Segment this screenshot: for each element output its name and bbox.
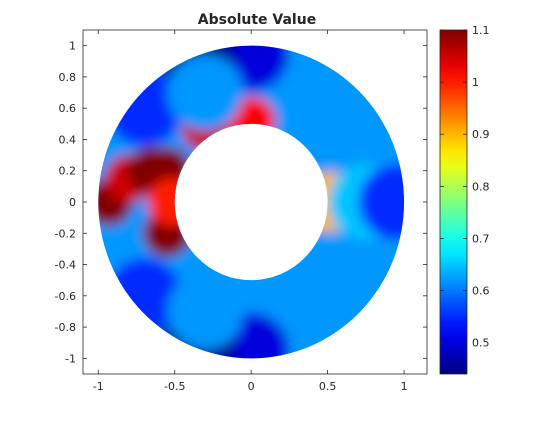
colorbar-tick-label: 1 <box>472 76 479 89</box>
y-tick-label: 0.4 <box>59 133 77 146</box>
field-sample <box>167 54 244 131</box>
colorbar-tick-label: 0.8 <box>472 180 490 193</box>
colorbar-tick-label: 0.7 <box>472 232 490 245</box>
plot-area <box>82 29 428 375</box>
y-tick-label: 1 <box>69 40 76 53</box>
chart-title: Absolute Value <box>198 12 316 28</box>
x-tick-label: 1 <box>401 380 408 393</box>
y-tick-label: -0.2 <box>55 227 76 240</box>
y-tick-label: 0 <box>69 196 76 209</box>
field-sample <box>358 164 405 240</box>
colorbar-tick-label: 0.9 <box>472 128 490 141</box>
y-tick-label: 0.2 <box>59 165 77 178</box>
colorbar-tick-label: 0.6 <box>472 285 490 298</box>
x-axis-ticks: -1 -0.5 0 0.5 1 <box>93 30 408 393</box>
x-tick-label: -0.5 <box>164 380 185 393</box>
y-tick-label: -0.8 <box>55 321 76 334</box>
field-blobs <box>98 45 405 359</box>
colorbar-tick-label: 0.5 <box>472 337 490 350</box>
y-tick-label: 0.6 <box>59 102 77 115</box>
y-axis-ticks: 1 0.8 0.6 0.4 0.2 0 -0.2 -0.4 -0.6 -0.8 -1 <box>55 40 427 365</box>
field-sample <box>167 273 244 350</box>
y-tick-label: -0.4 <box>55 259 76 272</box>
colorbar-ticks: 1.1 1 0.9 0.8 0.7 0.6 0.5 <box>440 24 490 350</box>
x-tick-label: 0 <box>248 380 255 393</box>
field-sample <box>147 178 196 226</box>
x-tick-label: 0.5 <box>319 380 337 393</box>
y-tick-label: -0.6 <box>55 290 76 303</box>
x-tick-label: -1 <box>93 380 104 393</box>
y-tick-label: -1 <box>65 352 76 365</box>
colorbar-fill <box>439 29 468 375</box>
annulus-field <box>98 45 405 359</box>
colorbar-tick-label: 1.1 <box>472 24 490 37</box>
y-tick-label: 0.8 <box>59 71 77 84</box>
colorbar: 1.1 1 0.9 0.8 0.7 0.6 0.5 <box>439 24 490 375</box>
